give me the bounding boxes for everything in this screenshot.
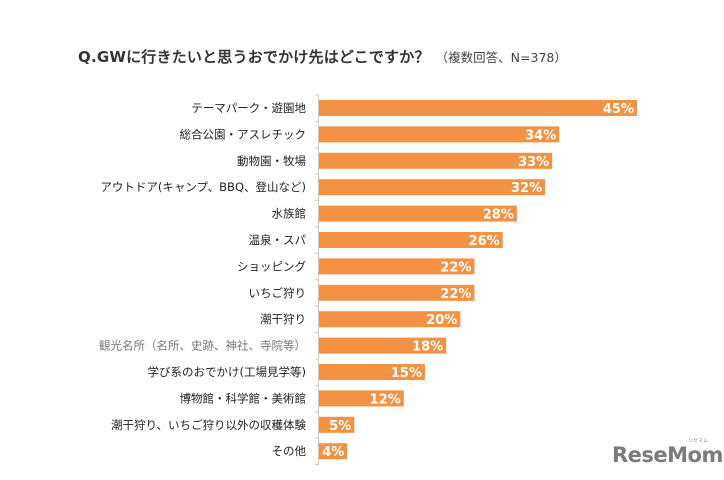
value-label: 22% — [440, 287, 471, 302]
category-label: 学び系のおでかけ(工場見学等) — [148, 365, 306, 379]
value-label: 20% — [426, 313, 457, 328]
value-label: 4% — [322, 445, 344, 460]
value-label: 22% — [440, 260, 471, 275]
chart-subtitle: （複数回答、N=378） — [435, 50, 567, 65]
value-label: 12% — [370, 392, 401, 407]
category-label: 博物館・科学館・美術館 — [180, 391, 307, 405]
y-axis-ticks — [315, 94, 319, 466]
category-label: 温泉・スパ — [249, 233, 307, 247]
value-labels: 45% 34% 33% 32% 28% 26% 22% 22% 20% 18% 15% 12% 5% 4% — [322, 102, 634, 460]
bar — [319, 416, 355, 433]
chart-title-main: Q.GWに行きたいと思うおでかけ先はどこですか？ — [78, 48, 430, 66]
resemom-logo: ReseMom — [612, 443, 723, 467]
category-label: 潮干狩り、いちご狩り以外の収穫体験 — [111, 418, 307, 432]
category-label: ショッピング — [237, 259, 306, 273]
value-label: 15% — [391, 366, 422, 381]
bar — [319, 205, 517, 222]
value-label: 34% — [525, 128, 556, 143]
category-labels: テーマパーク・遊園地総合公園・アスレチック動物園・牧場アウトドア(キャンプ、BB… — [99, 101, 306, 458]
resemom-logo-kana: リセマム — [688, 438, 709, 444]
category-label: 水族館 — [272, 207, 307, 221]
bar — [319, 152, 553, 169]
value-label: 33% — [518, 155, 549, 170]
value-label: 26% — [469, 234, 500, 249]
bar — [319, 337, 447, 354]
category-label: アウトドア(キャンプ、BBQ、登山など) — [100, 180, 306, 194]
category-label: テーマパーク・遊園地 — [191, 101, 306, 115]
bar — [319, 100, 637, 116]
category-label: 観光名所（名所、史跡、神社、寺院等） — [99, 339, 306, 353]
bar — [319, 258, 475, 275]
category-label: その他 — [272, 444, 307, 458]
value-label: 18% — [412, 340, 443, 355]
bar — [319, 284, 475, 301]
category-label: 総合公園・アスレチック — [180, 127, 307, 141]
bars-layer — [319, 100, 637, 460]
value-label: 28% — [483, 208, 514, 223]
bar — [319, 390, 404, 407]
chart-title: Q.GWに行きたいと思うおでかけ先はどこですか？ （複数回答、N=378） — [78, 46, 567, 67]
bar — [319, 179, 546, 196]
bar — [319, 443, 348, 460]
category-label: いちご狩り — [249, 286, 307, 300]
category-label: 潮干狩り — [260, 312, 306, 326]
bar — [319, 364, 425, 380]
bar — [319, 232, 503, 248]
value-label: 5% — [329, 419, 351, 434]
value-label: 32% — [511, 181, 542, 196]
value-label: 45% — [603, 102, 634, 117]
bar — [319, 311, 461, 328]
category-label: 動物園・牧場 — [237, 154, 306, 168]
bar — [319, 126, 560, 143]
